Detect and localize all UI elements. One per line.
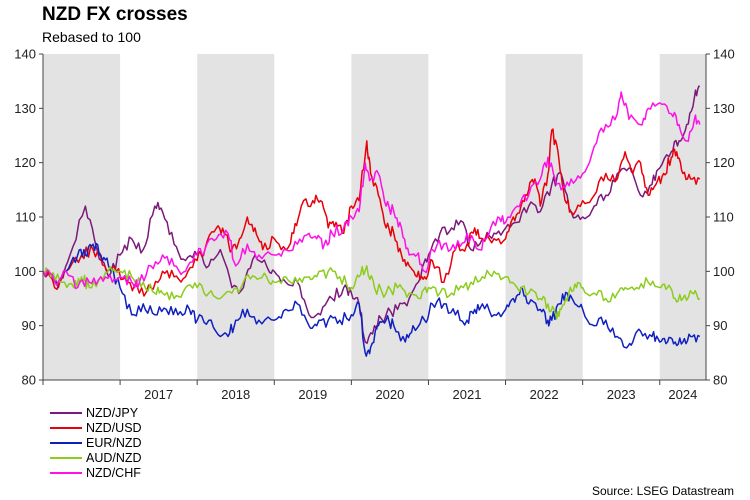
x-tick-label: 2018 <box>221 387 250 402</box>
legend-item: NZD/JPY <box>50 405 142 420</box>
legend-swatch <box>50 457 82 460</box>
y-tick-label-right: 110 <box>713 210 734 225</box>
legend: NZD/JPY NZD/USD EUR/NZD AUD/NZD NZD/CHF <box>50 405 142 481</box>
series-line-nzd-usd <box>42 128 701 297</box>
x-tick-label: 2023 <box>607 387 636 402</box>
y-tick-label-left: 110 <box>15 210 36 225</box>
x-tick-label: 2017 <box>144 387 173 402</box>
y-tick-label-left: 80 <box>22 373 36 388</box>
legend-label: EUR/NZD <box>86 435 142 450</box>
legend-label: AUD/NZD <box>86 451 142 466</box>
legend-label: NZD/USD <box>86 420 142 435</box>
y-tick-label-right: 100 <box>713 264 735 279</box>
legend-item: NZD/CHF <box>50 466 142 481</box>
x-tick-label: 2020 <box>375 387 404 402</box>
x-tick-label: 2021 <box>453 387 482 402</box>
legend-item: EUR/NZD <box>50 435 142 450</box>
series-line-nzd-jpy <box>42 85 701 344</box>
y-tick-label-right: 120 <box>713 155 735 170</box>
y-tick-label-left: 90 <box>22 318 36 333</box>
legend-item: NZD/USD <box>50 420 142 435</box>
shaded-year-band <box>505 54 583 380</box>
y-tick-label-right: 130 <box>713 101 735 116</box>
legend-swatch <box>50 426 82 429</box>
shaded-year-band <box>197 54 275 380</box>
legend-item: AUD/NZD <box>50 451 142 466</box>
x-tick-label: 2019 <box>298 387 327 402</box>
legend-swatch <box>50 411 82 414</box>
chart-title: NZD FX crosses <box>42 4 188 25</box>
y-tick-label-right: 80 <box>713 373 727 388</box>
legend-swatch <box>50 441 82 444</box>
legend-label: NZD/JPY <box>86 405 139 420</box>
y-tick-label-left: 100 <box>14 264 36 279</box>
legend-label: NZD/CHF <box>86 466 141 481</box>
legend-swatch <box>50 472 82 475</box>
x-tick-label: 2024 <box>668 387 697 402</box>
x-tick-label: 2022 <box>530 387 559 402</box>
source-note: Source: LSEG Datastream <box>591 484 734 498</box>
y-tick-label-right: 140 <box>713 47 735 62</box>
series-line-eur-nzd <box>42 242 701 357</box>
chart-subtitle: Rebased to 100 <box>42 29 141 45</box>
series-line-aud-nzd <box>42 265 701 320</box>
y-tick-label-left: 130 <box>14 101 36 116</box>
y-tick-label-right: 90 <box>713 318 727 333</box>
y-tick-label-left: 120 <box>14 155 36 170</box>
series-line-nzd-chf <box>42 91 701 290</box>
y-tick-label-left: 140 <box>14 47 36 62</box>
